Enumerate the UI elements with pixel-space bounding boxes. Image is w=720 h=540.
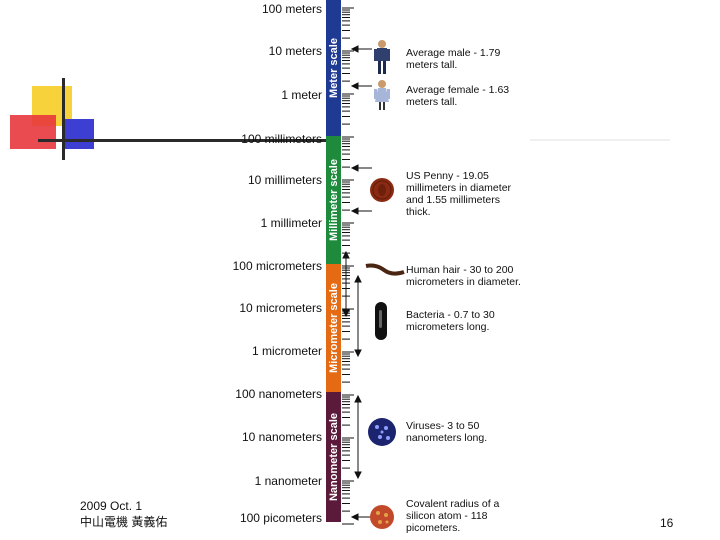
arrow-male [350, 45, 372, 53]
description-hair: Human hair - 30 to 200 micrometers in di… [406, 264, 521, 288]
footer-author: 中山電機 黃義佑 [80, 515, 168, 529]
segment-meter-scale: Meter scale [326, 0, 341, 136]
male-figure-icon [374, 40, 390, 74]
label-10-meters: 10 meters [268, 44, 322, 58]
segment-millimeter-scale: Millimeter scale [326, 136, 341, 264]
label-100-nanometers: 100 nanometers [235, 387, 322, 401]
label-1-nanometer: 1 nanometer [254, 474, 322, 488]
label-1-millimeter: 1 millimeter [260, 216, 322, 230]
label-1-meter: 1 meter [281, 88, 322, 102]
virus-icon [368, 418, 396, 446]
footer-date: 2009 Oct. 1 [80, 499, 143, 513]
description-bacteria: Bacteria - 0.7 to 30 micrometers long. [406, 309, 495, 333]
range-arrow-viruses [354, 394, 362, 480]
penny-icon [370, 178, 394, 202]
hair-icon [365, 263, 405, 276]
range-arrow-bacteria [354, 274, 362, 358]
arrow-penny-diameter [350, 164, 372, 172]
label-10-micrometers: 10 micrometers [239, 301, 322, 315]
segment-nanometer-scale: Nanometer scale [326, 392, 341, 522]
label-100-millimeters: 100 millimeters [241, 132, 322, 146]
description-viruses: Viruses- 3 to 50 nanometers long. [406, 420, 488, 444]
female-figure-icon [374, 80, 390, 110]
segment-micrometer-scale: Micrometer scale [326, 264, 341, 392]
arrow-penny-thickness [350, 207, 372, 215]
label-100-meters: 100 meters [261, 2, 322, 16]
label-100-micrometers: 100 micrometers [232, 259, 322, 273]
title-underline-faint [530, 139, 670, 141]
label-10-millimeters: 10 millimeters [247, 173, 322, 187]
logo-square-blue [62, 119, 94, 149]
arrow-female [350, 82, 372, 90]
label-100-picometers: 100 picometers [239, 511, 322, 525]
page-number: 16 [660, 516, 674, 530]
description-penny: US Penny - 19.05 millimeters in diameter… [406, 170, 512, 218]
description-female: Average female - 1.63 meters tall. [406, 84, 510, 108]
title-underline [38, 139, 338, 142]
silicon-atom-icon [370, 505, 394, 529]
logo-line-vertical [62, 78, 65, 160]
description-male: Average male - 1.79 meters tall. [406, 47, 501, 71]
arrow-silicon [350, 513, 372, 521]
label-10-nanometers: 10 nanometers [241, 430, 322, 444]
logo-square-red [10, 115, 56, 149]
bacteria-icon [375, 302, 387, 340]
scale-ticks-and-illustrations [342, 7, 405, 529]
range-arrow-hair [342, 250, 350, 318]
description-silicon: Covalent radius of a silicon atom - 118 … [406, 498, 500, 534]
label-1-micrometer: 1 micrometer [251, 344, 322, 358]
tick-marks [342, 7, 354, 525]
